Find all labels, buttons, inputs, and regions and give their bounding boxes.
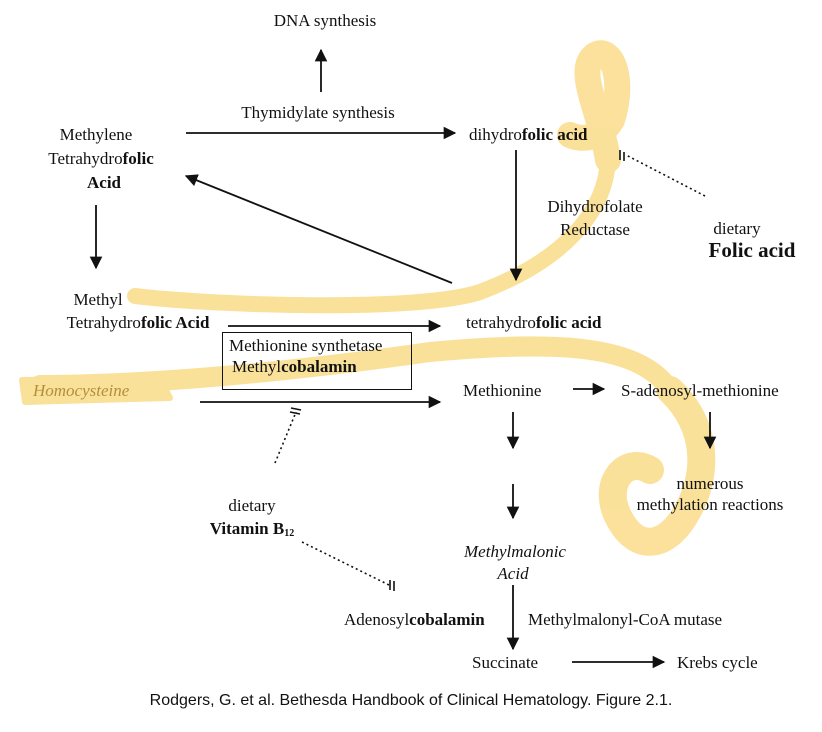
dietary-b12-label: dietary [228,496,276,515]
arrow-tetra-to-methylene [184,174,453,284]
highlight-right-swirl [598,376,716,556]
figure-caption: Rodgers, G. et al. Bethesda Handbook of … [149,692,673,709]
enzyme-dhfr-line2: Reductase [560,220,630,239]
cofactor-methylcobalamin: Methylcobalamin [232,357,357,376]
node-methyl-line2: Tetrahydrofolic Acid [66,313,210,332]
node-numerous-line1: numerous [676,474,744,493]
cofactor-adenosylcobalamin: Adenosylcobalamin [344,610,485,629]
highlight-loop-top [557,40,631,173]
node-methionine: Methionine [463,381,542,400]
node-methylene-line2: Tetrahydrofolic [48,149,154,168]
node-mma-line1: Methylmalonic [464,542,566,561]
node-succinate: Succinate [472,653,539,672]
dotted-b12-to-adenosylcobalamin [301,541,392,587]
dotted-b12-to-methionine-synthetase [274,411,297,464]
node-tetrahydrofolic-acid: tetrahydrofolic acid [466,313,602,332]
dietary-folic-label: dietary [713,219,761,238]
dotted-ends [289,150,625,591]
dietary-vitamin-b12: Vitamin B12 [209,519,295,539]
node-dna-synthesis: DNA synthesis [273,11,377,30]
enzyme-methionine-synthetase: Methionine synthetase [229,336,383,355]
node-methylene-line3: Acid [87,173,121,192]
enzyme-dhfr-line1: Dihydrofolate [547,197,643,216]
node-s-adenosyl-methionine: S-adenosyl-methionine [621,381,779,400]
node-methylene-line1: Methylene [59,125,133,144]
enzyme-methylmalonyl-coa-mutase: Methylmalonyl-CoA mutase [528,610,723,629]
node-krebs-cycle: Krebs cycle [677,653,758,672]
label-thymidylate-synthesis: Thymidylate synthesis [241,103,395,122]
highlight-methyl-band [127,152,616,314]
dietary-folic-acid: Folic acid [708,238,796,262]
dotted-links [274,154,706,587]
node-mma-line2: Acid [497,564,529,583]
node-numerous-line2: methylation reactions [636,495,784,514]
node-dihydrofolic-acid: dihydrofolic acid [469,125,588,144]
arrows [89,48,717,669]
node-methyl-line1: Methyl [73,290,123,309]
methionine-synthetase-box [222,332,412,390]
highlight-homocysteine-blob [19,375,173,405]
dotted-folic-to-dihydro [625,154,706,197]
highlighter-strokes [19,40,716,556]
node-homocysteine: Homocysteine [33,381,130,400]
